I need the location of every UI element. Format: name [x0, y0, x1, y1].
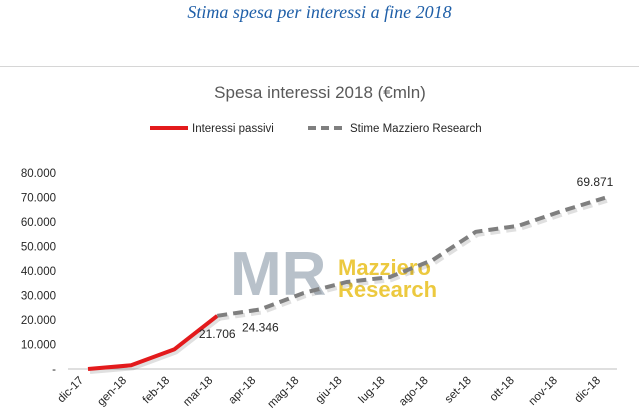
x-tick-label: dic-17 — [55, 375, 86, 406]
x-axis: dic-17 gen-18 feb-18 mar-18 apr-18 mag-18 giu-… — [55, 368, 617, 411]
series-line-stime — [217, 195, 606, 318]
x-tick-label: nov-18 — [527, 375, 560, 408]
x-tick-label: dic-18 — [572, 375, 603, 406]
watermark-line2: Research — [338, 277, 437, 302]
x-tick-label: lug-18 — [357, 375, 388, 406]
watermark: MR Mazziero Research — [230, 240, 437, 309]
legend-label-stime: Stime Mazziero Research — [350, 123, 482, 135]
x-tick-label: apr-18 — [226, 375, 258, 407]
data-label: 21.706 — [199, 327, 236, 341]
y-tick-label: 60.000 — [21, 217, 56, 229]
x-tick-label: ott-18 — [488, 375, 517, 404]
watermark-line1: Mazziero — [338, 255, 431, 280]
x-tick-label: giu-18 — [314, 375, 345, 406]
x-tick-label: gen-18 — [95, 375, 129, 409]
y-tick-label: 20.000 — [21, 315, 56, 327]
y-tick-label: - — [52, 364, 56, 376]
y-tick-label: 70.000 — [21, 193, 56, 205]
x-tick-label: mar-18 — [181, 375, 215, 409]
x-tick-label: mag-18 — [265, 375, 301, 411]
y-tick-label: 80.000 — [21, 168, 56, 180]
x-tick-label: ago-18 — [397, 375, 431, 409]
legend: Interessi passivi Stime Mazziero Researc… — [150, 123, 482, 135]
series-shadow — [89, 317, 221, 374]
chart-frame: Spesa interessi 2018 (€mln) Interessi pa… — [0, 66, 639, 418]
watermark-logo: MR — [230, 240, 326, 309]
data-labels: 21.706 24.346 69.871 — [199, 175, 614, 341]
x-tick-label: feb-18 — [141, 375, 173, 407]
line-chart: Spesa interessi 2018 (€mln) Interessi pa… — [21, 83, 617, 411]
data-label: 69.871 — [577, 175, 614, 189]
series-line-interessi-passivi — [87, 314, 219, 371]
chart-title: Spesa interessi 2018 (€mln) — [214, 83, 426, 102]
legend-label-interessi-passivi: Interessi passivi — [192, 123, 274, 135]
y-tick-label: 40.000 — [21, 266, 56, 278]
page-heading: Stima spesa per interessi a fine 2018 — [187, 2, 452, 22]
series-shadow — [219, 198, 608, 321]
data-label: 24.346 — [242, 320, 279, 334]
y-tick-label: 10.000 — [21, 340, 56, 352]
y-tick-label: 50.000 — [21, 242, 56, 254]
y-axis: - 10.000 20.000 30.000 40.000 50.000 60.000 70.… — [21, 168, 56, 376]
y-tick-label: 30.000 — [21, 291, 56, 303]
x-tick-label: set-18 — [443, 375, 474, 406]
series-layer — [87, 195, 608, 374]
